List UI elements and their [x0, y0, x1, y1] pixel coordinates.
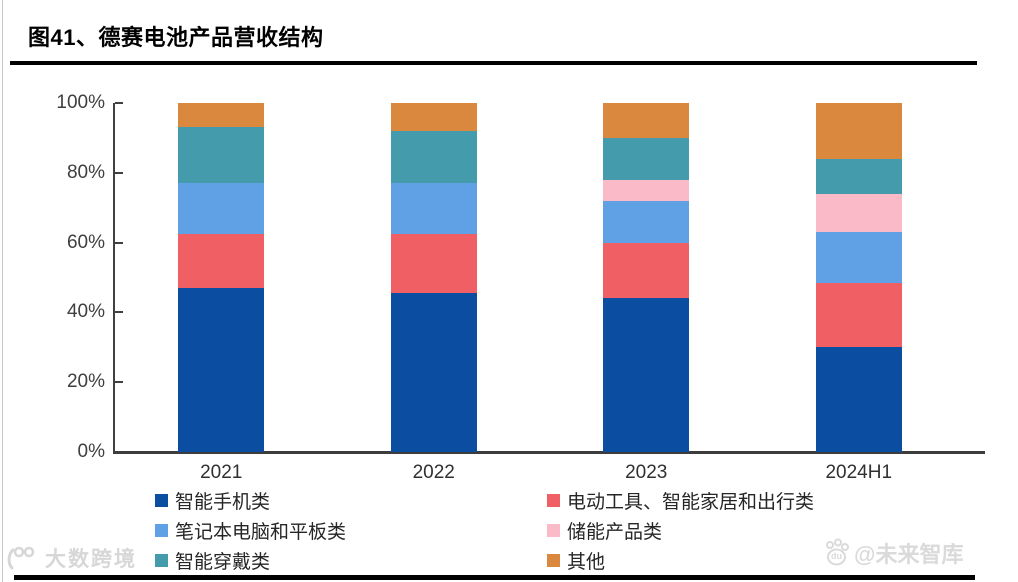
bar-segment	[603, 137, 690, 180]
bar-segment	[815, 232, 902, 283]
bar-segment	[178, 103, 265, 128]
legend-swatch	[547, 554, 560, 567]
bar-segment	[603, 242, 690, 299]
page-edge-line	[2, 0, 3, 582]
bar-segment	[390, 183, 477, 234]
bar-segment	[390, 293, 477, 452]
paw-du-label: du	[831, 551, 842, 561]
legend-item: 智能穿戴类	[155, 547, 547, 574]
bar-segment	[815, 193, 902, 233]
legend-label: 储能产品类	[567, 522, 663, 543]
legend-swatch	[155, 494, 168, 507]
legend-item: 笔记本电脑和平板类	[155, 517, 547, 544]
chart-title: 图41、德赛电池产品营收结构	[28, 25, 324, 50]
y-tick-label: 40%	[66, 301, 105, 323]
y-tick-label: 0%	[77, 441, 105, 462]
bar-segment	[815, 347, 902, 452]
bar-segment	[390, 130, 477, 184]
dashukuajing-watermark-label: 大数跨境	[45, 548, 137, 571]
legend-item: 储能产品类	[547, 517, 814, 544]
x-axis-line	[113, 451, 985, 454]
title-underline	[10, 61, 977, 65]
legend-item: 智能手机类	[155, 487, 547, 514]
legend-item: 其他	[547, 547, 814, 574]
weilaizhiku-watermark-label: @未来智库	[854, 542, 964, 567]
y-tick-mark	[115, 311, 123, 314]
bar-segment	[603, 179, 690, 201]
legend-swatch	[155, 554, 168, 567]
legend-label: 其他	[567, 552, 606, 573]
legend-label: 电动工具、智能家居和出行类	[567, 492, 815, 513]
x-axis-category-label: 2024H1	[825, 462, 893, 483]
weilaizhiku-watermark: du @未来智库	[822, 537, 963, 569]
dashukuajing-logo-icon	[7, 546, 35, 570]
legend-label: 智能手机类	[175, 492, 271, 513]
legend-swatch	[155, 524, 168, 537]
dashukuajing-watermark: 大数跨境	[6, 543, 137, 573]
bottom-rule	[14, 575, 975, 580]
bar-segment	[178, 233, 265, 288]
bar-segment	[815, 158, 902, 194]
y-tick-label: 20%	[66, 371, 105, 393]
bar-segment	[603, 200, 690, 243]
bar-segment	[390, 103, 477, 131]
y-tick-label: 60%	[66, 231, 105, 253]
y-tick-mark	[115, 241, 123, 244]
bar-segment	[178, 127, 265, 184]
bar-segment	[390, 233, 477, 294]
y-tick-label: 80%	[66, 161, 105, 183]
legend-item: 电动工具、智能家居和出行类	[547, 487, 814, 514]
bar-segment	[815, 103, 902, 159]
bar-segment	[815, 282, 902, 348]
y-axis-line	[113, 103, 115, 452]
legend-swatch	[547, 494, 560, 507]
x-axis-category-label: 2023	[625, 462, 668, 483]
bar-segment	[603, 103, 690, 138]
x-axis-category-label: 2021	[200, 462, 243, 483]
legend-label: 笔记本电脑和平板类	[175, 522, 347, 543]
y-tick-mark	[115, 102, 123, 104]
chart-legend: 智能手机类 电动工具、智能家居和出行类笔记本电脑和平板类 储能产品类智能穿戴类 其他	[155, 487, 814, 574]
bar-segment	[178, 183, 265, 234]
y-tick-mark	[115, 381, 123, 384]
paw-icon: du	[822, 538, 852, 568]
bar-segment	[178, 287, 265, 452]
y-tick-label: 100%	[56, 92, 105, 113]
bar-segment	[603, 298, 690, 452]
legend-label: 智能穿戴类	[175, 552, 271, 573]
y-tick-mark	[115, 171, 123, 174]
x-axis-category-label: 2022	[412, 462, 455, 483]
legend-swatch	[547, 524, 560, 537]
